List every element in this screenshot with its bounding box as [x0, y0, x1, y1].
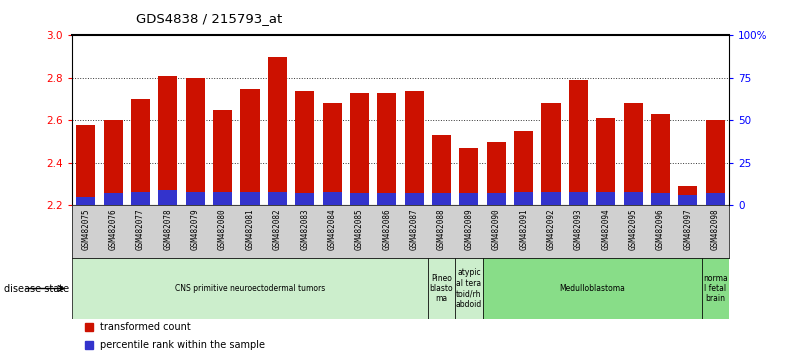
- Text: GDS4838 / 215793_at: GDS4838 / 215793_at: [136, 12, 283, 25]
- Bar: [72, 258, 428, 319]
- Bar: [678, 186, 698, 205]
- Bar: [295, 91, 314, 205]
- Bar: [596, 192, 615, 205]
- Bar: [103, 193, 123, 205]
- Text: GSM482094: GSM482094: [602, 208, 610, 250]
- Text: GSM482092: GSM482092: [546, 208, 556, 250]
- Text: GSM482085: GSM482085: [355, 208, 364, 250]
- Bar: [377, 93, 396, 205]
- Bar: [213, 192, 232, 205]
- Bar: [623, 103, 642, 205]
- Bar: [350, 93, 369, 205]
- Bar: [514, 192, 533, 205]
- Text: GSM482087: GSM482087: [409, 208, 419, 250]
- Text: transformed count: transformed count: [99, 322, 191, 332]
- Bar: [268, 57, 287, 205]
- Bar: [651, 193, 670, 205]
- Bar: [678, 195, 698, 205]
- Text: GSM482095: GSM482095: [629, 208, 638, 250]
- Bar: [350, 193, 369, 205]
- Text: GSM482077: GSM482077: [136, 208, 145, 250]
- Bar: [482, 258, 702, 319]
- Text: GSM482096: GSM482096: [656, 208, 665, 250]
- Text: GSM482091: GSM482091: [519, 208, 528, 250]
- Text: disease state: disease state: [4, 284, 69, 293]
- Bar: [323, 192, 342, 205]
- Bar: [487, 193, 506, 205]
- Bar: [623, 192, 642, 205]
- Bar: [186, 192, 205, 205]
- Bar: [596, 118, 615, 205]
- Bar: [213, 110, 232, 205]
- Text: Medulloblastoma: Medulloblastoma: [559, 284, 625, 293]
- Bar: [159, 190, 178, 205]
- Text: GSM482089: GSM482089: [465, 208, 473, 250]
- Text: GSM482090: GSM482090: [492, 208, 501, 250]
- Text: GSM482079: GSM482079: [191, 208, 199, 250]
- Bar: [240, 192, 260, 205]
- Bar: [240, 88, 260, 205]
- Text: GSM482093: GSM482093: [574, 208, 583, 250]
- Bar: [459, 193, 478, 205]
- Bar: [131, 192, 150, 205]
- Text: GSM482097: GSM482097: [683, 208, 692, 250]
- Bar: [103, 120, 123, 205]
- Bar: [76, 125, 95, 205]
- Bar: [706, 120, 725, 205]
- Bar: [459, 148, 478, 205]
- Text: CNS primitive neuroectodermal tumors: CNS primitive neuroectodermal tumors: [175, 284, 325, 293]
- Bar: [85, 341, 93, 349]
- Bar: [159, 76, 178, 205]
- Text: GSM482078: GSM482078: [163, 208, 172, 250]
- Bar: [432, 135, 451, 205]
- Text: GSM482082: GSM482082: [273, 208, 282, 250]
- Bar: [514, 131, 533, 205]
- Bar: [569, 80, 588, 205]
- Text: GSM482088: GSM482088: [437, 208, 446, 250]
- Bar: [428, 258, 455, 319]
- Text: GSM482081: GSM482081: [245, 208, 255, 250]
- Bar: [131, 99, 150, 205]
- Bar: [487, 142, 506, 205]
- Bar: [323, 103, 342, 205]
- Bar: [541, 192, 561, 205]
- Text: GSM482080: GSM482080: [218, 208, 227, 250]
- Text: norma
l fetal
brain: norma l fetal brain: [702, 274, 727, 303]
- Bar: [651, 114, 670, 205]
- Text: GSM482075: GSM482075: [81, 208, 91, 250]
- Text: atypic
al tera
toid/rh
abdoid: atypic al tera toid/rh abdoid: [456, 268, 482, 309]
- Bar: [405, 193, 424, 205]
- Bar: [295, 193, 314, 205]
- Bar: [186, 78, 205, 205]
- Text: GSM482076: GSM482076: [109, 208, 118, 250]
- Bar: [76, 197, 95, 205]
- Bar: [702, 258, 729, 319]
- Text: GSM482098: GSM482098: [710, 208, 720, 250]
- Bar: [85, 323, 93, 331]
- Text: percentile rank within the sample: percentile rank within the sample: [99, 340, 264, 350]
- Text: Pineo
blasto
ma: Pineo blasto ma: [430, 274, 453, 303]
- Bar: [455, 258, 482, 319]
- Bar: [268, 192, 287, 205]
- Bar: [541, 103, 561, 205]
- Bar: [377, 193, 396, 205]
- Bar: [569, 192, 588, 205]
- Text: GSM482086: GSM482086: [382, 208, 392, 250]
- Bar: [405, 91, 424, 205]
- Bar: [706, 193, 725, 205]
- Bar: [432, 193, 451, 205]
- Text: GSM482083: GSM482083: [300, 208, 309, 250]
- Text: GSM482084: GSM482084: [328, 208, 336, 250]
